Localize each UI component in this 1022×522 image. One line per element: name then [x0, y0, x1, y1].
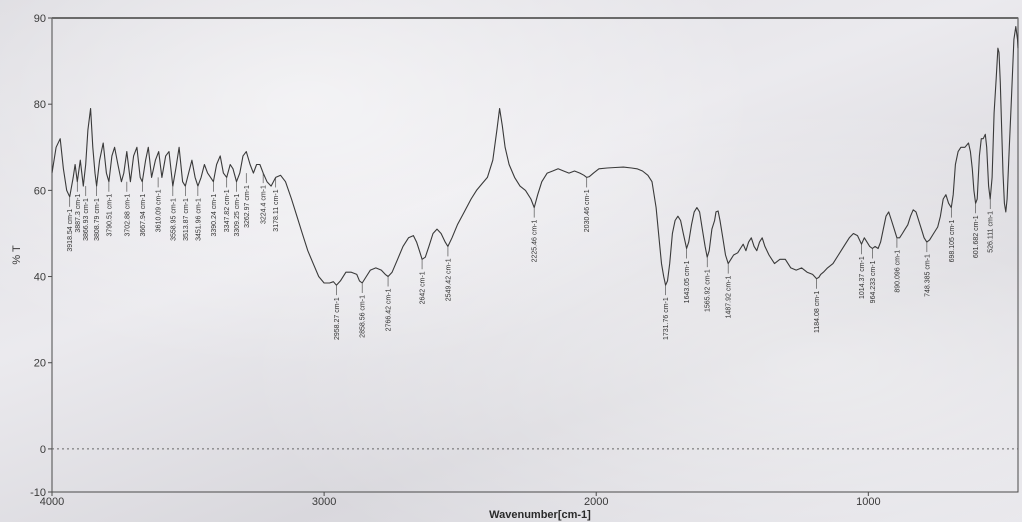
x-tick-label: 1000 [856, 496, 880, 508]
peak-label: 2766.42 cm-1 [386, 288, 393, 331]
peak-label: 601.682 cm-1 [973, 215, 980, 258]
peak-label: 1014.37 cm-1 [859, 256, 866, 299]
peak-label: 3347.82 cm-1 [224, 189, 231, 232]
peak-label: 3790.51 cm-1 [106, 194, 113, 237]
peak-label: 2549.42 cm-1 [445, 258, 452, 301]
peak-label: 2642 cm-1 [420, 271, 427, 304]
peak-label: 1643.05 cm-1 [684, 260, 691, 303]
peak-label: 748.385 cm-1 [924, 254, 931, 297]
peak-label: 698.105 cm-1 [949, 220, 956, 263]
peak-label: 3390.24 cm-1 [211, 194, 218, 237]
peak-label: 3702.88 cm-1 [124, 194, 131, 237]
y-tick-label: -10 [30, 487, 46, 499]
peak-label: 1184.08 cm-1 [814, 291, 821, 333]
peak-label: 3262.97 cm-1 [244, 185, 251, 228]
peak-label: 3918.54 cm-1 [67, 209, 74, 252]
peak-label: 3610.09 cm-1 [156, 189, 163, 232]
peak-label: 3866.93 cm-1 [83, 198, 90, 241]
y-tick-label: 20 [34, 358, 46, 370]
peak-label: 2858.56 cm-1 [360, 295, 367, 338]
peak-label: 2225.46 cm-1 [532, 220, 539, 263]
spectrum-line [51, 26, 1019, 286]
peak-label: 2958.27 cm-1 [334, 297, 341, 340]
peak-label: 3513.87 cm-1 [183, 198, 190, 241]
y-tick-label: 40 [34, 272, 46, 284]
peak-label: 1565.92 cm-1 [705, 269, 712, 312]
peak-label: 3178.11 cm-1 [273, 189, 280, 231]
y-tick-label: 90 [34, 13, 46, 25]
peak-label: 1731.76 cm-1 [663, 297, 670, 340]
y-tick-label: 80 [34, 99, 46, 111]
peak-label: 3451.96 cm-1 [195, 198, 202, 241]
peak-label: 1487.92 cm-1 [726, 276, 733, 319]
peak-label: 2030.46 cm-1 [584, 189, 591, 232]
peak-label: 526.111 cm-1 [988, 211, 995, 253]
x-tick-label: 3000 [312, 496, 336, 508]
x-axis-label: Wavenumber[cm-1] [489, 509, 591, 521]
peak-label: 890.096 cm-1 [894, 250, 901, 293]
peak-label: 964.233 cm-1 [870, 260, 877, 303]
y-tick-label: 0 [40, 444, 46, 456]
y-tick-label: 60 [34, 185, 46, 197]
x-tick-label: 4000 [40, 496, 64, 508]
peak-label: 3309.25 cm-1 [234, 194, 241, 237]
peak-label: 3887.3 cm-1 [75, 194, 82, 233]
peak-label: 3667.94 cm-1 [140, 194, 147, 237]
peak-label: 3808.79 cm-1 [94, 198, 101, 241]
x-tick-label: 2000 [584, 496, 608, 508]
peak-label: 3224.4 cm-1 [261, 185, 268, 224]
peak-label: 3558.95 cm-1 [170, 198, 177, 241]
y-axis-label: % T [11, 245, 23, 265]
